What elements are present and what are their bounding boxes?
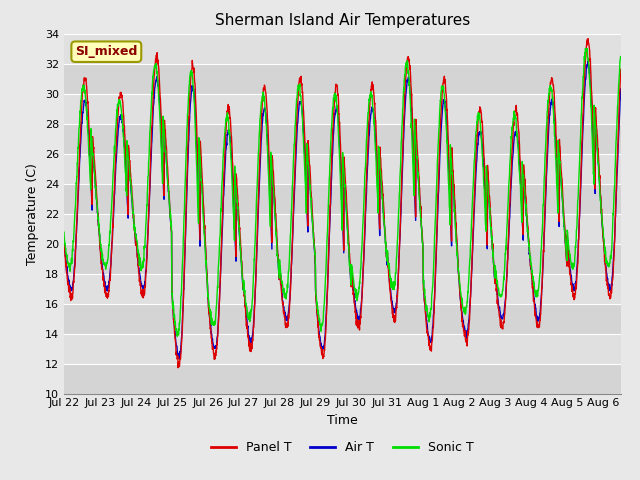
Bar [64, 63, 621, 94]
Air T [60, 237, 68, 243]
Panel T [93, 193, 100, 199]
Bar [64, 364, 621, 394]
Bar [64, 183, 621, 214]
Air T [598, 216, 605, 221]
Text: SI_mixed: SI_mixed [75, 45, 138, 58]
Panel T [60, 235, 68, 241]
Bar [64, 123, 621, 154]
Panel T [584, 36, 592, 42]
Air T [409, 143, 417, 148]
Air T [93, 199, 100, 204]
Line: Panel T: Panel T [64, 39, 621, 368]
Air T [346, 261, 354, 267]
Sonic T [409, 162, 417, 168]
Panel T [617, 67, 625, 72]
Air T [175, 356, 183, 362]
Panel T [346, 256, 354, 262]
Line: Sonic T: Sonic T [64, 48, 621, 336]
Line: Air T: Air T [64, 61, 621, 359]
Sonic T [426, 313, 434, 319]
Sonic T [532, 291, 540, 297]
Air T [426, 337, 434, 343]
Sonic T [617, 55, 625, 61]
Panel T [409, 129, 417, 135]
Title: Sherman Island Air Temperatures: Sherman Island Air Temperatures [215, 13, 470, 28]
Air T [617, 86, 625, 92]
Y-axis label: Temperature (C): Temperature (C) [26, 163, 39, 264]
Bar [64, 243, 621, 274]
X-axis label: Time: Time [327, 414, 358, 427]
Legend: Panel T, Air T, Sonic T: Panel T, Air T, Sonic T [206, 436, 479, 459]
Sonic T [173, 334, 181, 339]
Sonic T [346, 261, 354, 267]
Panel T [426, 346, 434, 352]
Sonic T [93, 198, 100, 204]
Sonic T [598, 216, 605, 221]
Panel T [598, 213, 605, 218]
Bar [64, 303, 621, 334]
Panel T [174, 365, 182, 371]
Panel T [532, 310, 540, 316]
Sonic T [582, 46, 589, 51]
Sonic T [60, 229, 68, 235]
Air T [532, 305, 540, 311]
Air T [584, 58, 592, 64]
